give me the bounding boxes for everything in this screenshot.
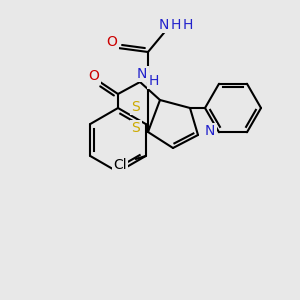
Text: O: O (88, 69, 99, 83)
Text: S: S (132, 121, 140, 135)
Text: N: N (205, 124, 215, 138)
Text: S: S (132, 100, 140, 114)
Text: H: H (171, 18, 181, 32)
Text: O: O (106, 35, 117, 49)
Text: N: N (137, 67, 147, 81)
Text: H: H (149, 74, 159, 88)
Text: Cl: Cl (113, 158, 127, 172)
Text: N: N (159, 18, 169, 32)
Text: H: H (183, 18, 193, 32)
